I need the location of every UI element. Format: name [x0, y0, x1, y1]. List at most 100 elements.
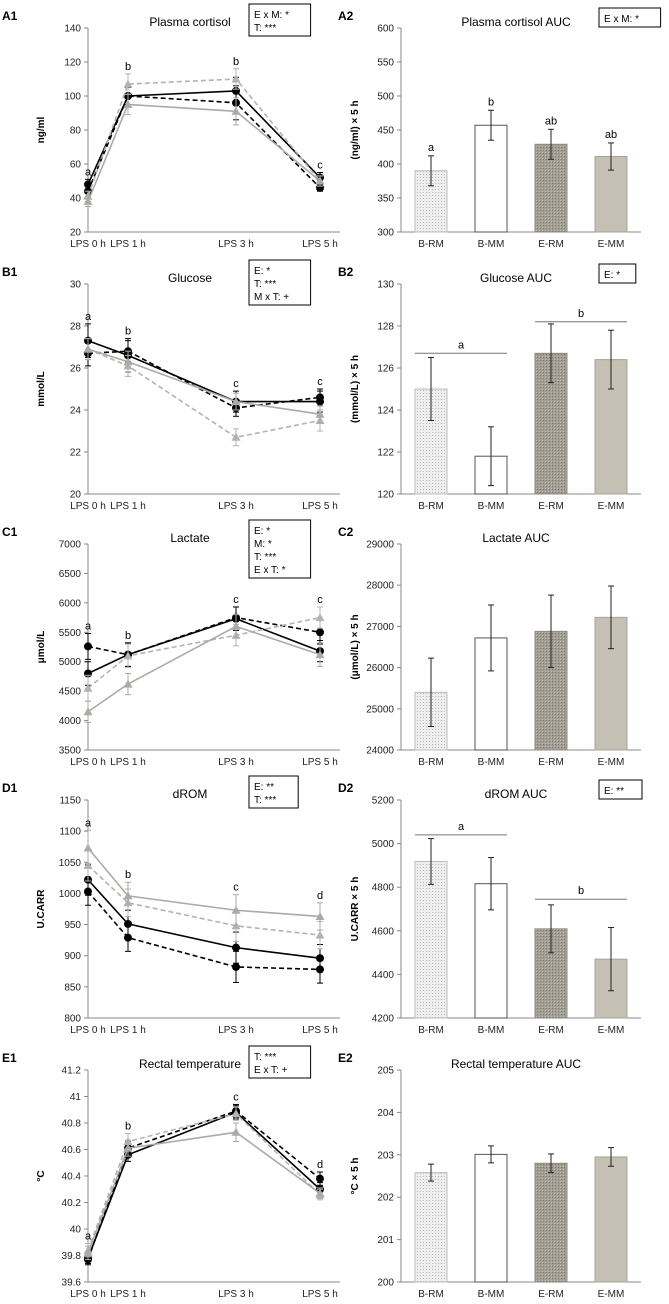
chart-a2-x-tick-label: B-RM [418, 239, 444, 250]
chart-a2-y-tick-label: 350 [377, 194, 394, 205]
chart-b1-data-point [316, 393, 324, 402]
chart-a1-sig-letter: c [317, 160, 323, 172]
chart-d2: 4200 4400 4600 4800 5000 5200 D2 dROM AUC U.CARR… [338, 779, 643, 1036]
chart-d2-y-tick-label: 5000 [372, 839, 395, 850]
chart-c2-x-tick-label: E-RM [538, 757, 564, 768]
chart-a2-y-tick-label: 500 [377, 92, 394, 103]
chart-a1-sig-letter: b [125, 61, 131, 73]
chart-e2-y-label: °C × 5 h [350, 1157, 361, 1194]
chart-e1-data-point [316, 1174, 324, 1183]
chart-e1-sig-letter: d [317, 1159, 323, 1171]
chart-c1-y-tick-label: 6000 [59, 598, 82, 609]
chart-d1-y-label: U.CARR [36, 889, 47, 929]
chart-d2-panel-id: D2 [338, 781, 354, 795]
chart-b2-y-tick-label: 122 [377, 448, 394, 459]
chart-c1-sig-letter: c [317, 594, 323, 606]
chart-a1-y-tick-label: 40 [70, 194, 82, 205]
chart-c1-data-point [315, 650, 325, 659]
chart-a1-y-tick-label: 140 [64, 24, 81, 35]
chart-b1-series-b-mm [84, 340, 324, 417]
chart-b2-group-letter: b [578, 308, 584, 320]
chart-d1-series-b-rm [84, 863, 324, 973]
chart-c1-series-b-rm [84, 606, 324, 686]
chart-c2-y-tick-label: 26000 [366, 663, 394, 674]
chart-c1-series-line [87, 617, 321, 675]
chart-b1-y-tick-label: 20 [70, 490, 82, 501]
chart-c2-title: Lactate AUC [482, 531, 550, 545]
chart-b2-x-tick-label: E-RM [538, 501, 564, 512]
chart-a1-sig-letter: a [85, 166, 92, 178]
chart-a1-y-tick-label: 100 [64, 92, 81, 103]
chart-e2: 200 201 202 203 204 205 E2 Rectal temperature A… [338, 1051, 641, 1300]
chart-a1-x-tick-label: LPS 3 h [218, 239, 254, 250]
chart-c1: 3500 4000 4500 5000 5500 6000 6500 7000 C1 Lactat… [2, 519, 340, 768]
chart-e1: 39.6 39.8 40 40.2 40.4 40.6 40.8 41 41.2 E1 Rectal… [2, 1045, 340, 1300]
chart-e1-data-point [231, 1109, 241, 1118]
chart-c1-panel-id: C1 [2, 525, 18, 539]
chart-c1-data-point [83, 707, 93, 716]
chart-a2-x-tick-label: E-RM [538, 239, 564, 250]
chart-b1-y-tick-label: 24 [70, 406, 82, 417]
chart-d1-panel-id: D1 [2, 781, 18, 795]
chart-c1-y-label: μmol/L [36, 631, 47, 664]
chart-e2-panel-id: E2 [338, 1051, 353, 1065]
chart-b1-series-e-mm [83, 338, 325, 424]
chart-d2-group-letter: b [578, 885, 584, 897]
chart-e1-sig-letter: a [85, 1231, 92, 1243]
chart-c1-y-tick-label: 3500 [59, 746, 82, 757]
chart-d1-series-line [87, 847, 321, 918]
chart-b1-stats-line: T: *** [254, 279, 276, 290]
chart-b2-y-label: (mmol/L) × 5 h [350, 355, 361, 423]
chart-a1-data-point [123, 100, 133, 108]
chart-a1-data-point [231, 106, 241, 115]
chart-b1-sig-letter: c [317, 376, 323, 388]
chart-c1-x-tick-label: LPS 0 h [70, 757, 106, 768]
chart-c2-y-tick-label: 28000 [366, 581, 394, 592]
chart-d1-sig-letter: a [85, 818, 92, 830]
chart-c1-sig-letter: c [233, 594, 239, 606]
chart-e1-x-tick-label: LPS 1 h [110, 1289, 146, 1299]
chart-a2-panel-id: A2 [338, 9, 354, 23]
chart-a2-sig-letter: a [428, 142, 435, 154]
chart-c1-stats-line: E: * [254, 526, 270, 537]
chart-b1-y-tick-label: 22 [70, 448, 82, 459]
chart-d2-x-tick-label: B-RM [418, 1025, 444, 1036]
chart-d1-x-tick-label: LPS 1 h [110, 1025, 146, 1036]
chart-d1-data-point [123, 891, 133, 900]
chart-a1-data-point [231, 74, 241, 83]
chart-e1-data-point [315, 1188, 325, 1197]
chart-a2-bar-b-mm [474, 124, 508, 233]
chart-a1-y-label: ng/ml [36, 116, 47, 143]
chart-d2-x-tick-label: B-MM [478, 1025, 505, 1036]
chart-e1-stats-line: T: *** [254, 1052, 276, 1063]
chart-b1-stats-box [248, 259, 312, 306]
chart-a2-stats-box [598, 7, 662, 28]
chart-d1-data-point [231, 905, 241, 914]
chart-d1-y-tick-label: 850 [64, 982, 81, 993]
chart-b2-y-tick-label: 124 [377, 406, 394, 417]
chart-b1-data-point [83, 344, 93, 353]
chart-b1-series-line [87, 339, 320, 403]
chart-a1-data-point [123, 79, 133, 88]
chart-e1-sig-letter: b [125, 1121, 131, 1133]
chart-e1-series-b-mm [84, 1103, 324, 1266]
chart-d2-y-label: U.CARR × 5 h [350, 877, 361, 942]
chart-c1-y-tick-label: 7000 [59, 540, 82, 551]
chart-a1-y-tick-label: 80 [70, 126, 82, 137]
chart-c1-series-e-rm [83, 606, 325, 702]
chart-e1-x-tick-label: LPS 3 h [218, 1289, 254, 1299]
chart-d2-y-tick-label: 5200 [372, 796, 395, 807]
chart-d1-y-tick-label: 900 [64, 951, 81, 962]
chart-c1-x-tick-label: LPS 1 h [110, 757, 146, 768]
chart-b2-title: Glucose AUC [480, 271, 552, 285]
chart-c2-y-tick-label: 29000 [366, 540, 394, 551]
chart-c1-x-tick-label: LPS 5 h [302, 757, 338, 768]
chart-c2-x-tick-label: E-MM [598, 757, 625, 768]
chart-a1-title: Plasma cortisol [149, 15, 230, 29]
chart-e1-series-b-rm [84, 1105, 324, 1264]
chart-a1-data-point [83, 196, 93, 205]
chart-a1-series-e-mm [83, 93, 325, 207]
chart-d1-data-point [232, 943, 240, 952]
chart-a1-data-point [315, 176, 325, 185]
